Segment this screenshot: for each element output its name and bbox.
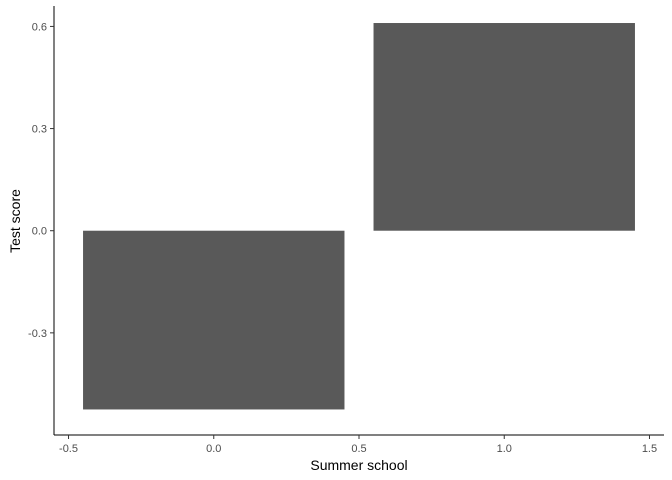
x-tick-label: -0.5 (59, 443, 78, 455)
x-tick-label: 0.0 (206, 443, 221, 455)
y-tick-label: 0.0 (32, 226, 47, 238)
bars-layer (83, 23, 635, 410)
x-tick-label: 1.5 (642, 443, 657, 455)
y-tick-label: 0.6 (32, 21, 47, 33)
y-tick-label: -0.3 (28, 328, 47, 340)
x-axis-ticks: -0.5 0.0 0.5 1.0 1.5 (59, 435, 657, 455)
bar-1 (373, 23, 635, 231)
x-tick-label: 0.5 (351, 443, 366, 455)
y-axis-title: Test score (7, 189, 23, 253)
y-tick-label: 0.3 (32, 124, 47, 136)
x-tick-label: 1.0 (497, 443, 512, 455)
y-axis-ticks: -0.3 0.0 0.3 0.6 (28, 21, 54, 340)
x-axis-title: Summer school (310, 457, 407, 473)
bar-0 (83, 230, 345, 410)
